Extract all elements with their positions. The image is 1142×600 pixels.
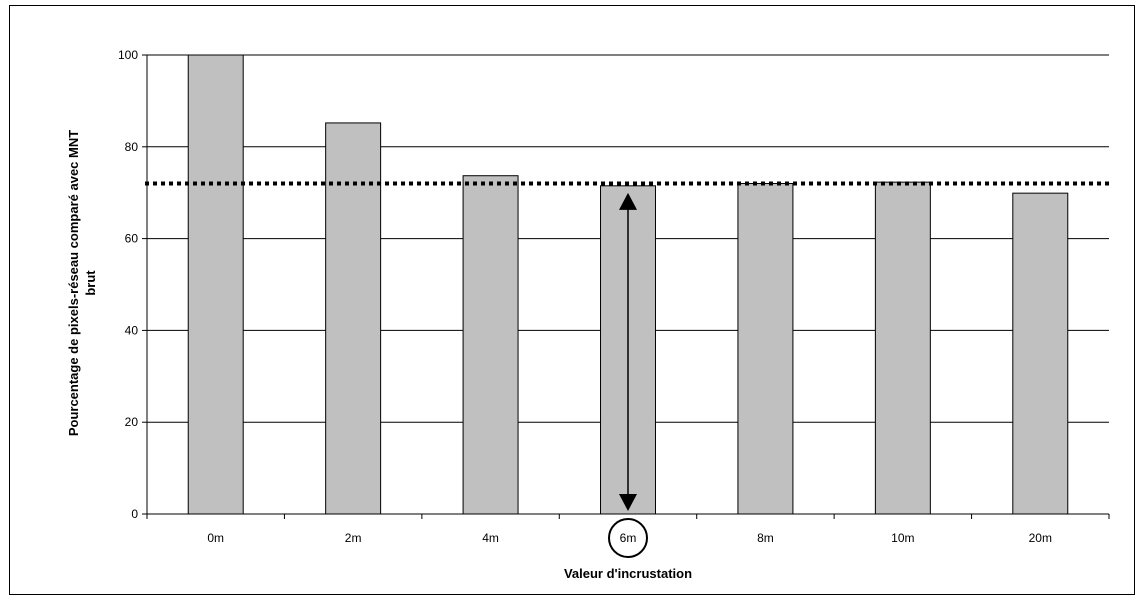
x-tick-labels: 0m 2m 4m 6m 8m 10m 20m [207, 531, 1052, 545]
bar-2m [325, 122, 382, 515]
bar-10m [874, 181, 931, 515]
axes [142, 54, 1110, 519]
annotations [145, 181, 1112, 558]
x-tick-label-8m: 8m [757, 531, 774, 545]
y-tick-label-40: 40 [125, 323, 139, 337]
bars [187, 54, 1069, 515]
highlight-circle [608, 518, 648, 558]
x-tick-label-2m: 2m [345, 531, 362, 545]
arrow-head-up [619, 192, 637, 210]
x-tick-label-6m: 6m [620, 531, 637, 545]
y-tick-label-100: 100 [118, 48, 138, 62]
x-axis-title: Valeur d'incrustation [564, 566, 692, 581]
y-tick-label-0: 0 [131, 507, 138, 521]
y-tick-labels: 0 20 40 60 80 100 [118, 48, 138, 521]
x-tick-label-10m: 10m [891, 531, 914, 545]
bar-8m [737, 183, 794, 515]
y-axis-title-line-1: Pourcentage de pixels-réseau comparé ave… [66, 130, 81, 436]
bar-4m [462, 175, 519, 515]
bar-0m [187, 54, 244, 515]
bar-20m [1012, 192, 1069, 515]
arrow-head-down [619, 494, 637, 511]
y-tick-label-80: 80 [125, 140, 139, 154]
chart-frame [9, 5, 1135, 595]
x-tick-label-4m: 4m [482, 531, 499, 545]
x-tick-label-0m: 0m [207, 531, 224, 545]
y-tick-label-20: 20 [125, 415, 139, 429]
y-tick-label-60: 60 [125, 232, 139, 246]
y-axis-title-line-2: brut [83, 270, 98, 296]
x-tick-label-20m: 20m [1029, 531, 1052, 545]
